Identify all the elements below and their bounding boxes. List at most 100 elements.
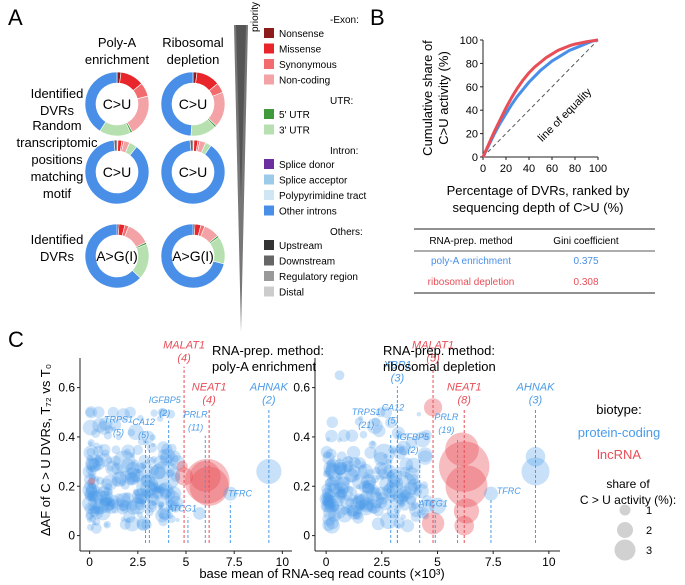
data-point-background — [353, 493, 365, 505]
data-point-background — [334, 462, 348, 476]
data-point-background — [371, 417, 381, 427]
data-point-protein-coding — [93, 498, 109, 514]
data-point-background — [322, 452, 335, 465]
data-point-background — [82, 482, 98, 498]
data-point-background — [111, 476, 122, 487]
data-point-background — [156, 489, 161, 494]
data-point-background — [139, 463, 146, 470]
data-point-background — [386, 471, 393, 477]
data-point-background — [106, 489, 114, 496]
data-point-background — [399, 457, 413, 471]
priority-wedge-dark — [236, 25, 246, 200]
data-point-protein-coding — [223, 486, 238, 501]
data-point-background — [337, 489, 346, 498]
data-point-background — [158, 516, 169, 527]
data-point-background — [93, 442, 100, 449]
data-point-background — [325, 429, 338, 443]
data-point-background — [84, 473, 96, 486]
gene-label: NEAT1 — [447, 382, 482, 394]
data-point-background — [158, 483, 167, 492]
data-point-background — [410, 511, 422, 522]
data-point-background — [387, 494, 396, 503]
data-point-background — [88, 458, 99, 469]
gene-label: AHNAK — [249, 382, 289, 394]
data-point-background — [109, 498, 120, 510]
data-point-background — [352, 511, 361, 519]
data-point-background — [98, 498, 114, 513]
data-point-background — [393, 446, 407, 460]
x-tick-label: 2.5 — [129, 555, 146, 569]
donut-segment-other_introns — [160, 71, 194, 137]
data-point-background — [404, 475, 409, 480]
y-tick-label: 80 — [466, 58, 478, 70]
data-point-background — [327, 471, 342, 487]
data-point-background — [325, 463, 341, 479]
data-point-background — [357, 463, 374, 480]
data-point-background — [370, 441, 376, 446]
data-point-protein-coding — [129, 497, 147, 515]
data-point-background — [328, 508, 342, 522]
data-point-background — [169, 501, 181, 513]
data-point-background — [345, 468, 360, 483]
data-point-background — [94, 454, 100, 460]
data-point-background — [141, 430, 155, 444]
data-point-background — [397, 491, 406, 500]
gene-label: PRLR — [434, 412, 459, 422]
data-point-background — [325, 493, 334, 502]
line-of-equality — [482, 39, 599, 158]
data-point-background — [123, 492, 135, 504]
data-point-background — [325, 448, 337, 460]
legend-swatch-distal — [264, 286, 274, 297]
data-point-background — [333, 462, 346, 475]
donut-center-label: A>G(I) — [96, 248, 138, 264]
data-point-background — [375, 496, 388, 509]
data-point-background — [88, 473, 96, 481]
legend-swatch-utr5 — [264, 109, 274, 119]
data-point-protein-coding — [380, 512, 397, 530]
y-tick-label: 0.4 — [58, 430, 75, 444]
data-point-background — [109, 419, 122, 431]
x-tick-label: 40 — [523, 163, 535, 175]
y-tick-label: 0 — [472, 152, 478, 164]
data-point-background — [160, 492, 165, 497]
data-point-background — [136, 469, 142, 474]
data-point-background — [408, 465, 414, 470]
data-point-background — [90, 466, 95, 472]
data-point-background — [359, 503, 365, 510]
gene-label: NEAT1 — [192, 382, 227, 394]
data-point-background — [134, 462, 145, 474]
data-point-background — [328, 501, 339, 513]
data-point-background — [421, 429, 432, 441]
data-point-background — [85, 483, 97, 495]
data-point-protein-coding — [386, 470, 418, 502]
data-point-background — [414, 483, 429, 499]
data-point-background — [99, 493, 113, 507]
data-point-background — [328, 480, 343, 495]
data-point-background — [343, 463, 353, 473]
data-point-background — [375, 491, 381, 497]
data-point-background — [132, 488, 148, 504]
data-point-background — [395, 523, 402, 529]
gene-label: ATCG1 — [417, 498, 447, 508]
data-point-background — [144, 488, 159, 503]
data-point-background — [157, 441, 170, 454]
data-point-background — [175, 503, 180, 508]
y-tick-label: 20 — [466, 129, 478, 141]
gene-count-label: (4) — [202, 395, 216, 407]
data-point-background — [353, 505, 363, 515]
legend-swatch-regulatory — [264, 271, 274, 281]
data-point-background — [120, 480, 130, 490]
data-point-background — [406, 473, 419, 486]
data-point-background — [85, 511, 95, 521]
data-point-lncrna — [445, 432, 479, 467]
data-point-background — [337, 500, 344, 507]
data-point-background — [398, 485, 412, 498]
data-point-background — [166, 511, 174, 520]
gene-label: IGFBP5 — [149, 395, 182, 405]
data-point-background — [147, 481, 157, 491]
data-point-background — [348, 457, 361, 469]
data-point-background — [337, 437, 342, 443]
legend-item-label: Synonymous — [279, 60, 337, 71]
data-point-background — [326, 498, 336, 507]
gene-label: XBP1 — [382, 359, 411, 371]
